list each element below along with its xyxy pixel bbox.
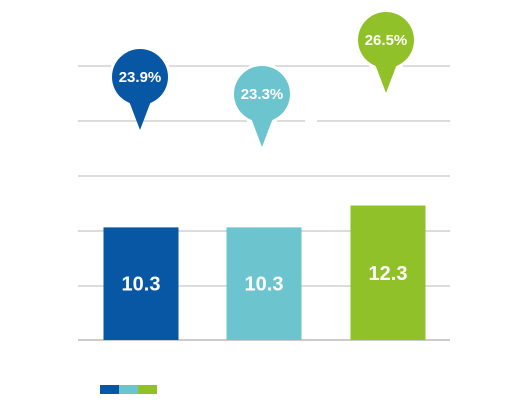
- bar-value-label: 10.3: [245, 274, 284, 296]
- percent-pins: 23.9% 23.3% 26.5%: [109, 9, 417, 147]
- pin-bubble: [234, 66, 290, 122]
- pin-bubble: [112, 49, 168, 105]
- legend-swatch: [138, 385, 157, 394]
- legend: [100, 385, 157, 394]
- bar-value-label: 10.3: [122, 274, 161, 296]
- grid-break: [305, 117, 317, 125]
- bar-value-label: 12.3: [369, 263, 408, 285]
- legend-swatch: [100, 385, 119, 394]
- percent-label: 23.9%: [119, 69, 162, 86]
- pin-bubble: [358, 12, 414, 68]
- legend-swatch: [119, 385, 138, 394]
- bars: 10.3 10.3 12.3: [103, 205, 426, 340]
- bar: [350, 205, 426, 340]
- bar: [226, 227, 302, 340]
- pin-pointer: [129, 101, 151, 130]
- pin-pointer: [251, 118, 273, 147]
- pin-pointer: [375, 64, 397, 93]
- percent-label: 26.5%: [365, 32, 408, 49]
- bar: [103, 227, 179, 340]
- percent-label: 23.3%: [241, 86, 284, 103]
